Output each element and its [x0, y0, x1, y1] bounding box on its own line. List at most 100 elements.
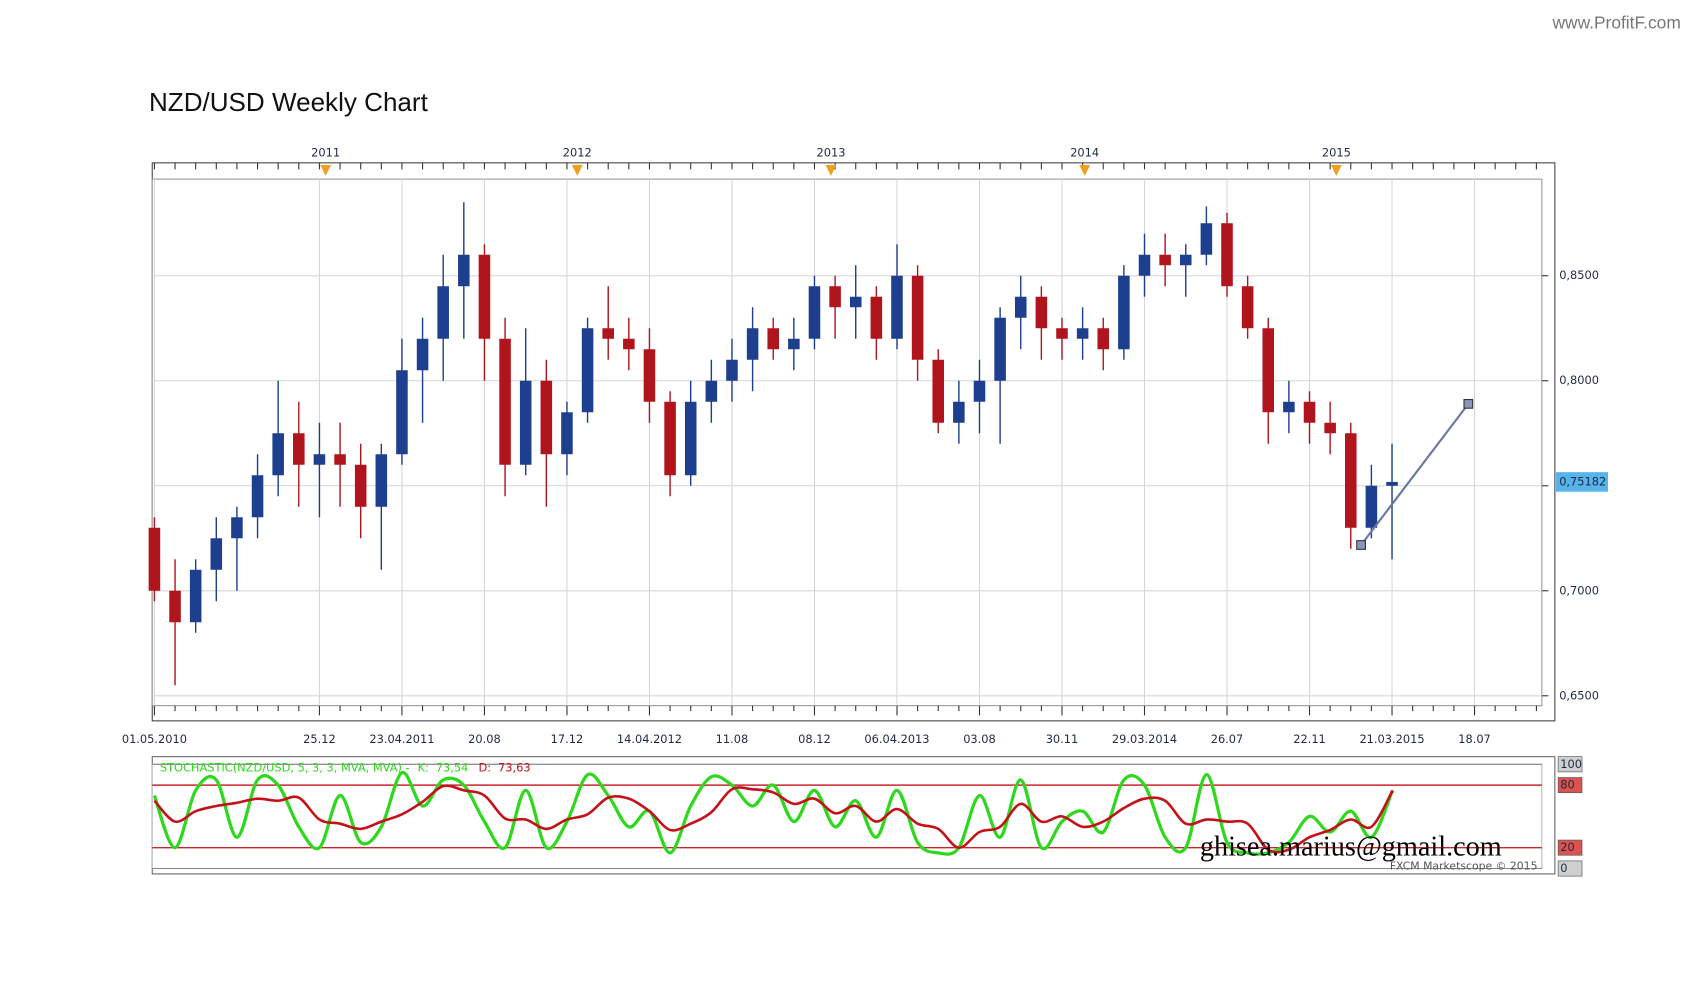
candle-body [251, 475, 264, 518]
trendline-handle [1356, 540, 1366, 550]
stoch-line [153, 784, 1394, 854]
chart-title: NZD/USD Weekly Chart [149, 87, 429, 117]
candle-body [437, 286, 449, 339]
x-tick-label: 01.05.2010 [122, 732, 187, 746]
stoch-legend: STOCHASTIC(NZD/USD, 5, 3, 3, MVA, MVA) -… [160, 760, 531, 774]
x-tick-label: 30.11 [1046, 732, 1079, 746]
candle-body [1200, 223, 1213, 255]
candle-body [1076, 328, 1089, 339]
candle-body [643, 349, 656, 402]
candle-body [684, 401, 697, 476]
legend-name: K: [418, 760, 429, 774]
candle-body [519, 380, 532, 465]
candle-body [870, 296, 883, 339]
y-label-box [1557, 860, 1583, 877]
candle-body [1138, 254, 1151, 276]
candle-body [354, 464, 367, 507]
candle-body [746, 328, 759, 360]
year-marker [571, 165, 583, 176]
year-marker [1330, 165, 1342, 176]
candle-body [1365, 485, 1378, 528]
trendline-handle [1463, 398, 1474, 409]
y-tick-label: 100 [1560, 757, 1582, 771]
year-marker [320, 165, 332, 176]
y-tick-label: 0,7000 [1559, 583, 1599, 597]
x-tick-label: 06.04.2013 [864, 732, 929, 746]
y-tick-label: 0 [1560, 861, 1567, 875]
x-tick-label: 17.12 [551, 732, 584, 746]
x-tick-label: 20.08 [468, 732, 501, 746]
stoch-line [152, 770, 1394, 856]
candle-body [169, 590, 181, 623]
candle-body [1221, 223, 1233, 287]
candle-body [210, 538, 223, 570]
candle-body [1303, 401, 1316, 423]
x-tick-label: 03.08 [963, 732, 996, 746]
candle-body [932, 359, 945, 423]
candle-body [581, 328, 594, 413]
last-price-label: 0,75182 [1559, 474, 1606, 488]
candle-body [148, 527, 161, 591]
candle-body [1344, 433, 1357, 528]
candle-body [561, 412, 573, 455]
candle-body [891, 275, 903, 339]
year-marker [825, 165, 837, 176]
candle-body [499, 338, 511, 465]
candle-body [416, 338, 429, 371]
candle-body [293, 433, 305, 465]
watermark: ghisea.marius@gmail.com [1200, 831, 1502, 862]
candle-body [849, 296, 862, 308]
x-tick-label: 18.07 [1458, 732, 1491, 746]
x-tick-label: 22.11 [1293, 732, 1326, 746]
candle-body [623, 338, 635, 350]
last-price-box [1555, 472, 1609, 492]
year-label: 2015 [1322, 146, 1351, 160]
candle-body [189, 569, 202, 623]
legend-value: 73,63 [498, 760, 531, 774]
candle-body [540, 380, 553, 455]
credit: FXCM Marketscope © 2015 [1390, 859, 1538, 872]
y-tick-label: 20 [1560, 840, 1574, 854]
candle-body [788, 338, 800, 350]
candle-body [231, 517, 243, 539]
candle-body [664, 401, 676, 476]
x-tick-label: 11.08 [716, 732, 749, 746]
x-tick-label: 29.03.2014 [1112, 732, 1177, 746]
x-tick-label: 14.04.2012 [617, 732, 682, 746]
last-value-dot [1390, 790, 1394, 794]
candle-body [272, 433, 284, 476]
legend-value: 73,54 [436, 760, 469, 774]
candle-body [375, 454, 388, 507]
candle-body [953, 401, 965, 423]
stoch-title: STOCHASTIC(NZD/USD, 5, 3, 3, MVA, MVA) - [160, 760, 410, 774]
legend-name: D: [479, 760, 492, 774]
candle-body [726, 359, 738, 381]
year-label: 2011 [311, 146, 340, 160]
x-tick-label: 25.12 [303, 732, 336, 746]
year-label: 2014 [1070, 146, 1099, 160]
candle-body [602, 328, 614, 339]
candle-body [1324, 422, 1336, 434]
year-label: 2012 [563, 146, 592, 160]
year-label: 2013 [816, 146, 845, 160]
candle-body [1118, 275, 1130, 350]
candle-body [705, 380, 718, 402]
year-marker [1079, 165, 1091, 176]
x-tick-label: 08.12 [798, 732, 831, 746]
candle-body [458, 254, 470, 287]
plot-area [151, 178, 1543, 707]
x-tick-label: 23.04.2011 [369, 732, 434, 746]
y-tick-label: 0,6500 [1559, 688, 1599, 702]
candle-body [808, 286, 821, 339]
candle-body [973, 380, 986, 402]
candle-body [1014, 296, 1027, 318]
candle-body [1179, 254, 1192, 266]
candle-body [1035, 296, 1048, 329]
candle-body [334, 454, 346, 465]
site-link: www.ProfitF.com [1552, 12, 1681, 32]
y-tick-label: 80 [1560, 778, 1574, 792]
chart-layer: 01.05.2010 25.12 23.04.2011 20.08 17.12 14.04… [122, 146, 1609, 877]
candle-body [829, 286, 841, 308]
candle-body [1386, 481, 1398, 486]
